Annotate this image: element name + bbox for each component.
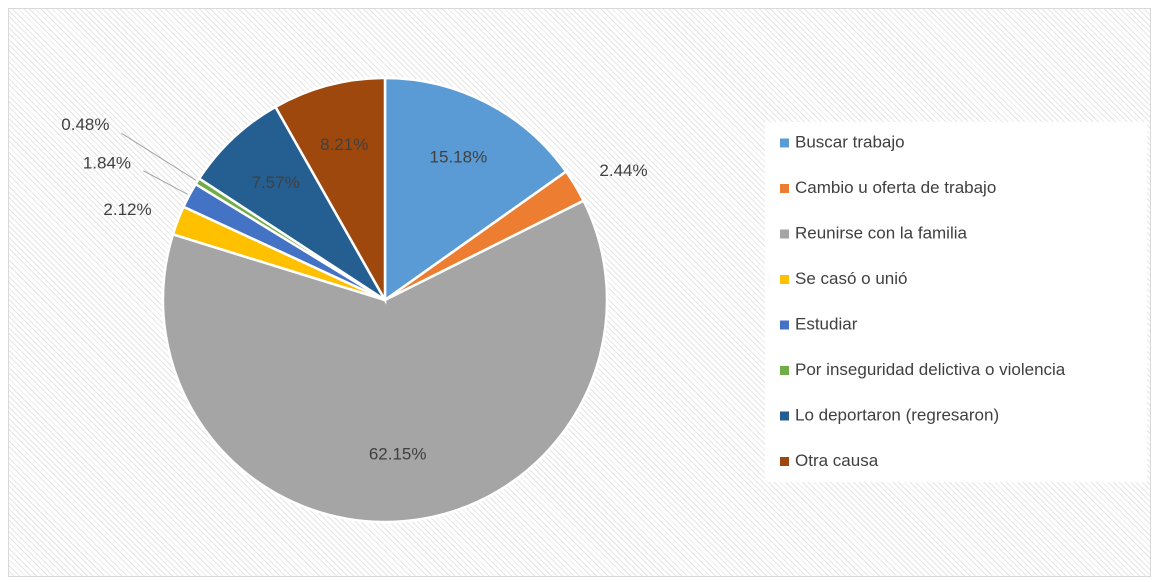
legend-label: Se casó o unió bbox=[795, 269, 907, 288]
data-label: 62.15% bbox=[369, 444, 427, 463]
data-label: 2.12% bbox=[103, 200, 151, 219]
legend-swatch bbox=[780, 229, 789, 239]
legend-label: Otra causa bbox=[795, 451, 879, 470]
legend-label: Buscar trabajo bbox=[795, 132, 905, 151]
legend-swatch bbox=[780, 275, 789, 284]
legend-swatch bbox=[780, 457, 789, 466]
data-label: 7.57% bbox=[252, 173, 300, 192]
legend-swatch bbox=[780, 138, 789, 148]
legend-label: Cambio u oferta de trabajo bbox=[795, 178, 996, 197]
legend-label: Reunirse con la familia bbox=[795, 223, 968, 242]
legend-swatch bbox=[780, 184, 789, 193]
pie-slice bbox=[197, 105, 387, 302]
legend-swatch bbox=[780, 320, 789, 330]
data-label: 8.21% bbox=[320, 135, 368, 154]
pie-slice bbox=[273, 76, 387, 305]
data-label: 15.18% bbox=[430, 147, 488, 166]
data-label: 0.48% bbox=[61, 115, 109, 134]
legend-label: Estudiar bbox=[795, 314, 858, 333]
legend-label: Lo deportaron (regresaron) bbox=[795, 405, 999, 424]
data-label: 2.44% bbox=[599, 161, 647, 180]
data-label: 1.84% bbox=[83, 154, 131, 173]
leader-line bbox=[121, 132, 196, 181]
legend-box bbox=[765, 122, 1147, 482]
leader-line bbox=[143, 170, 188, 195]
legend-swatch bbox=[780, 411, 789, 421]
pie-slice bbox=[161, 199, 609, 524]
legend-label: Por inseguridad delictiva o violencia bbox=[795, 360, 1066, 379]
legend-swatch bbox=[780, 366, 789, 375]
pie-slice bbox=[383, 76, 568, 303]
